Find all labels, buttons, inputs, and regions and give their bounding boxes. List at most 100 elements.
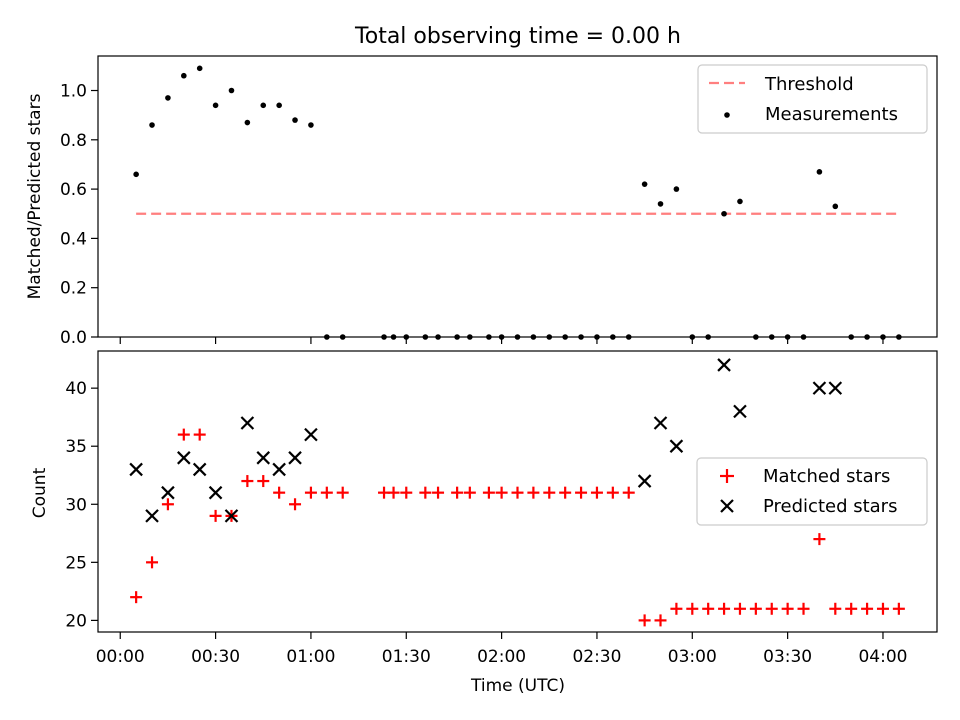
measurement-points — [133, 65, 902, 340]
measurement-point — [721, 210, 727, 217]
matched-star-marker — [320, 486, 333, 499]
matched-star-marker — [400, 486, 413, 499]
matched-star-marker — [419, 486, 432, 499]
count-y-axis: 20 25 30 35 40 — [65, 379, 98, 631]
matched-star-marker — [575, 486, 588, 499]
matched-star-marker — [304, 486, 317, 499]
matched-star-marker — [718, 602, 731, 615]
predicted-star-marker — [653, 416, 668, 430]
count-plot-frame — [97, 350, 938, 633]
measurement-point — [641, 181, 648, 187]
matched-star-marker — [765, 602, 778, 615]
ratio-plot-frame — [97, 55, 938, 338]
time-x-tick-label: 03:30 — [763, 647, 812, 667]
legend-matched-label: Matched stars — [763, 466, 890, 487]
matched-star-marker — [845, 602, 858, 615]
predicted-star-marker — [129, 462, 143, 477]
matched-star-marker — [797, 602, 810, 615]
ratio-y-tick-label: 0.6 — [60, 180, 87, 200]
matched-star-marker — [161, 498, 174, 511]
predicted-star-marker — [733, 404, 747, 419]
matched-star-marker — [749, 602, 762, 615]
time-x-tick-label: 01:00 — [286, 647, 335, 667]
measurement-point — [673, 186, 680, 192]
predicted-star-marker — [208, 485, 223, 500]
legend-measurements-label: Measurements — [765, 104, 898, 125]
predicted-star-marker — [224, 509, 239, 523]
measurement-point — [276, 102, 282, 109]
matched-star-marker — [876, 602, 889, 615]
count-y-tick-label: 30 — [65, 495, 87, 515]
predicted-star-marker — [240, 416, 255, 430]
ratio-plot-panel: 0.0 0.2 0.4 0.6 0.8 1.0 Matched/Predicted sta… — [25, 55, 938, 348]
matched-star-marker — [289, 498, 302, 511]
ratio-y-tick-label: 0.2 — [60, 279, 87, 299]
time-x-tick-label: 02:00 — [477, 647, 526, 667]
matched-star-marker — [336, 486, 349, 499]
matched-star-marker — [130, 591, 143, 604]
matched-star-marker — [451, 486, 464, 499]
matched-star-marker — [590, 486, 603, 499]
matched-star-marker — [813, 533, 826, 546]
measurement-point — [657, 201, 664, 207]
measurement-point — [737, 198, 743, 205]
legend-matched-swatch — [720, 469, 734, 483]
matched-star-marker — [622, 486, 635, 499]
measurement-point — [212, 102, 219, 109]
predicted-star-marker — [669, 439, 684, 453]
measurement-point — [228, 87, 235, 94]
count-legend: Matched stars Predicted stars — [696, 457, 928, 526]
time-x-tick-label: 01:30 — [382, 647, 431, 667]
predicted-star-marker — [161, 485, 175, 500]
measurement-point — [181, 72, 187, 79]
matched-star-marker — [733, 602, 746, 615]
matched-star-marker — [482, 486, 495, 499]
matched-star-marker — [495, 486, 508, 499]
count-y-tick-label: 25 — [65, 553, 87, 573]
matched-star-marker — [829, 602, 842, 615]
matched-star-marker — [781, 602, 794, 615]
count-y-axis-label: Count — [30, 467, 50, 518]
count-y-tick-label: 40 — [65, 379, 87, 399]
matched-star-marker — [670, 602, 683, 615]
matched-star-marker — [432, 486, 445, 499]
time-x-tick-label: 00:30 — [191, 647, 240, 667]
matched-star-marker — [606, 486, 619, 499]
matched-star-marker — [177, 428, 190, 441]
measurement-point — [292, 117, 298, 123]
matched-star-marker — [387, 486, 400, 499]
measurement-point — [308, 122, 314, 128]
time-x-axis-label: Time (UTC) — [470, 676, 565, 696]
matched-star-marker — [892, 602, 905, 615]
predicted-star-marker — [177, 451, 191, 465]
matched-star-marker — [527, 486, 540, 499]
predicted-star-marker — [717, 358, 731, 372]
matched-star-marker — [638, 614, 651, 627]
matched-star-marker — [241, 475, 254, 488]
predicted-star-marker — [304, 427, 318, 442]
matched-star-marker — [543, 486, 556, 499]
predicted-star-marker — [192, 462, 207, 477]
time-x-tick-label: 03:00 — [668, 647, 717, 667]
ratio-legend-box — [697, 64, 928, 134]
figure-title: Total observing time = 0.00 h — [354, 24, 681, 49]
legend-measurements-swatch — [724, 112, 730, 118]
matched-star-marker — [654, 614, 667, 627]
ratio-y-tick-label: 0.8 — [60, 131, 87, 151]
count-y-tick-label: 35 — [65, 437, 87, 457]
measurement-point — [832, 203, 839, 210]
matched-star-marker — [511, 486, 524, 499]
time-x-tick-label: 02:30 — [572, 647, 621, 667]
measurement-point — [165, 95, 171, 101]
count-y-tick-label: 20 — [65, 611, 87, 631]
matched-star-marker — [702, 602, 715, 615]
predicted-star-marker — [637, 474, 652, 488]
matched-star-marker — [193, 428, 206, 441]
legend-predicted-swatch — [720, 499, 734, 513]
ratio-legend: Threshold Measurements — [697, 64, 928, 134]
matched-star-marker — [273, 486, 286, 499]
matched-star-marker — [257, 475, 270, 488]
predicted-star-marker — [828, 381, 843, 395]
matched-stars-points — [130, 428, 905, 627]
